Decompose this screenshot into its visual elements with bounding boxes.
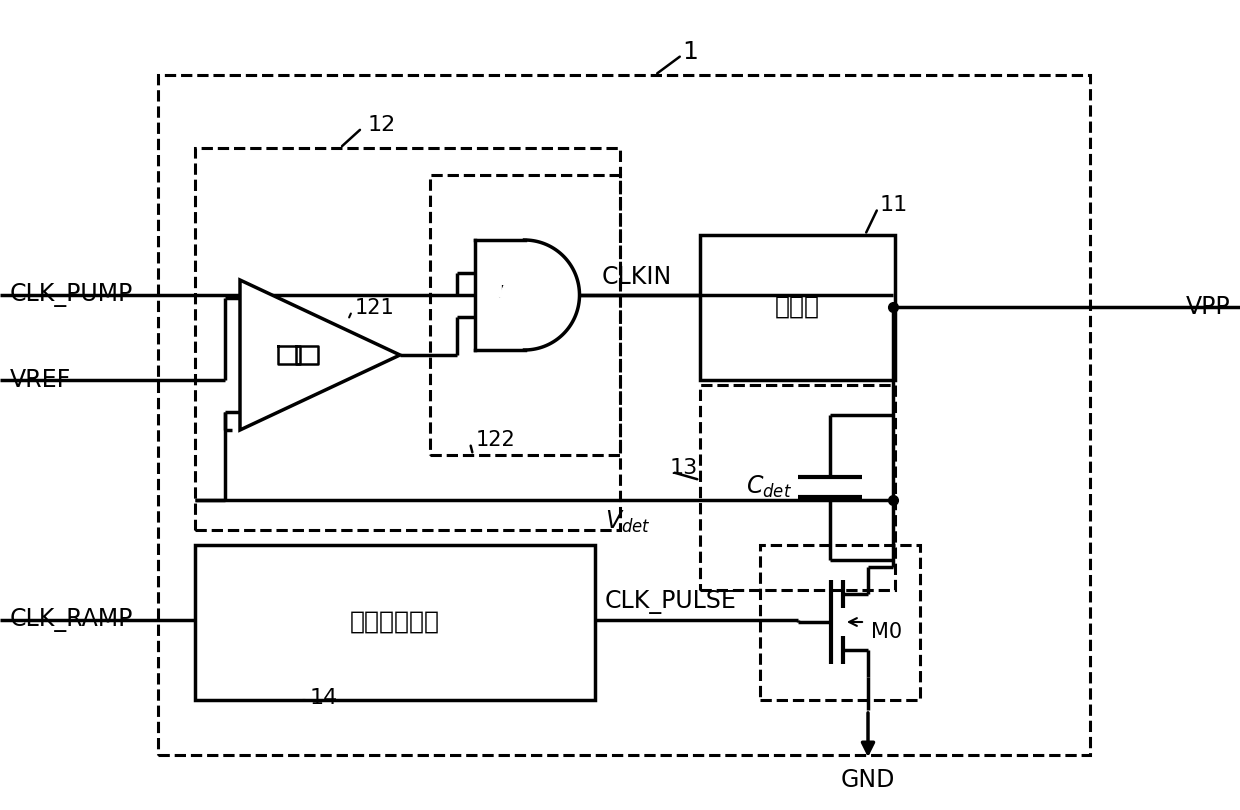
Text: VPP: VPP [1185, 295, 1230, 319]
Text: 11: 11 [880, 195, 908, 215]
Text: 1: 1 [682, 40, 698, 64]
Text: $V_{det}$: $V_{det}$ [605, 509, 651, 535]
Text: U1: U1 [500, 285, 531, 305]
Polygon shape [241, 280, 401, 430]
Text: 14: 14 [310, 688, 339, 708]
Bar [157, 75, 1090, 755]
Bar [701, 385, 895, 590]
Text: 12: 12 [368, 115, 397, 135]
Text: $C_{det}$: $C_{det}$ [745, 474, 792, 500]
Text: 121: 121 [355, 298, 394, 318]
Text: 脉冲发生单元: 脉冲发生单元 [350, 610, 440, 634]
Bar [430, 175, 620, 455]
Text: 电荷泵: 电荷泵 [775, 295, 820, 319]
Text: VREF: VREF [10, 368, 71, 392]
Bar [701, 235, 895, 380]
Polygon shape [475, 240, 579, 350]
Text: M0: M0 [870, 622, 903, 642]
Text: GND: GND [841, 768, 895, 792]
Bar [195, 148, 620, 530]
Text: CLK_PUMP: CLK_PUMP [10, 283, 133, 307]
Bar [760, 545, 920, 700]
Bar [195, 545, 595, 700]
Text: 122: 122 [476, 430, 516, 450]
Text: CLK_RAMP: CLK_RAMP [10, 608, 134, 632]
Text: CLKIN: CLKIN [601, 265, 672, 289]
Text: 13: 13 [670, 458, 698, 478]
Text: CLK_PULSE: CLK_PULSE [605, 590, 737, 614]
